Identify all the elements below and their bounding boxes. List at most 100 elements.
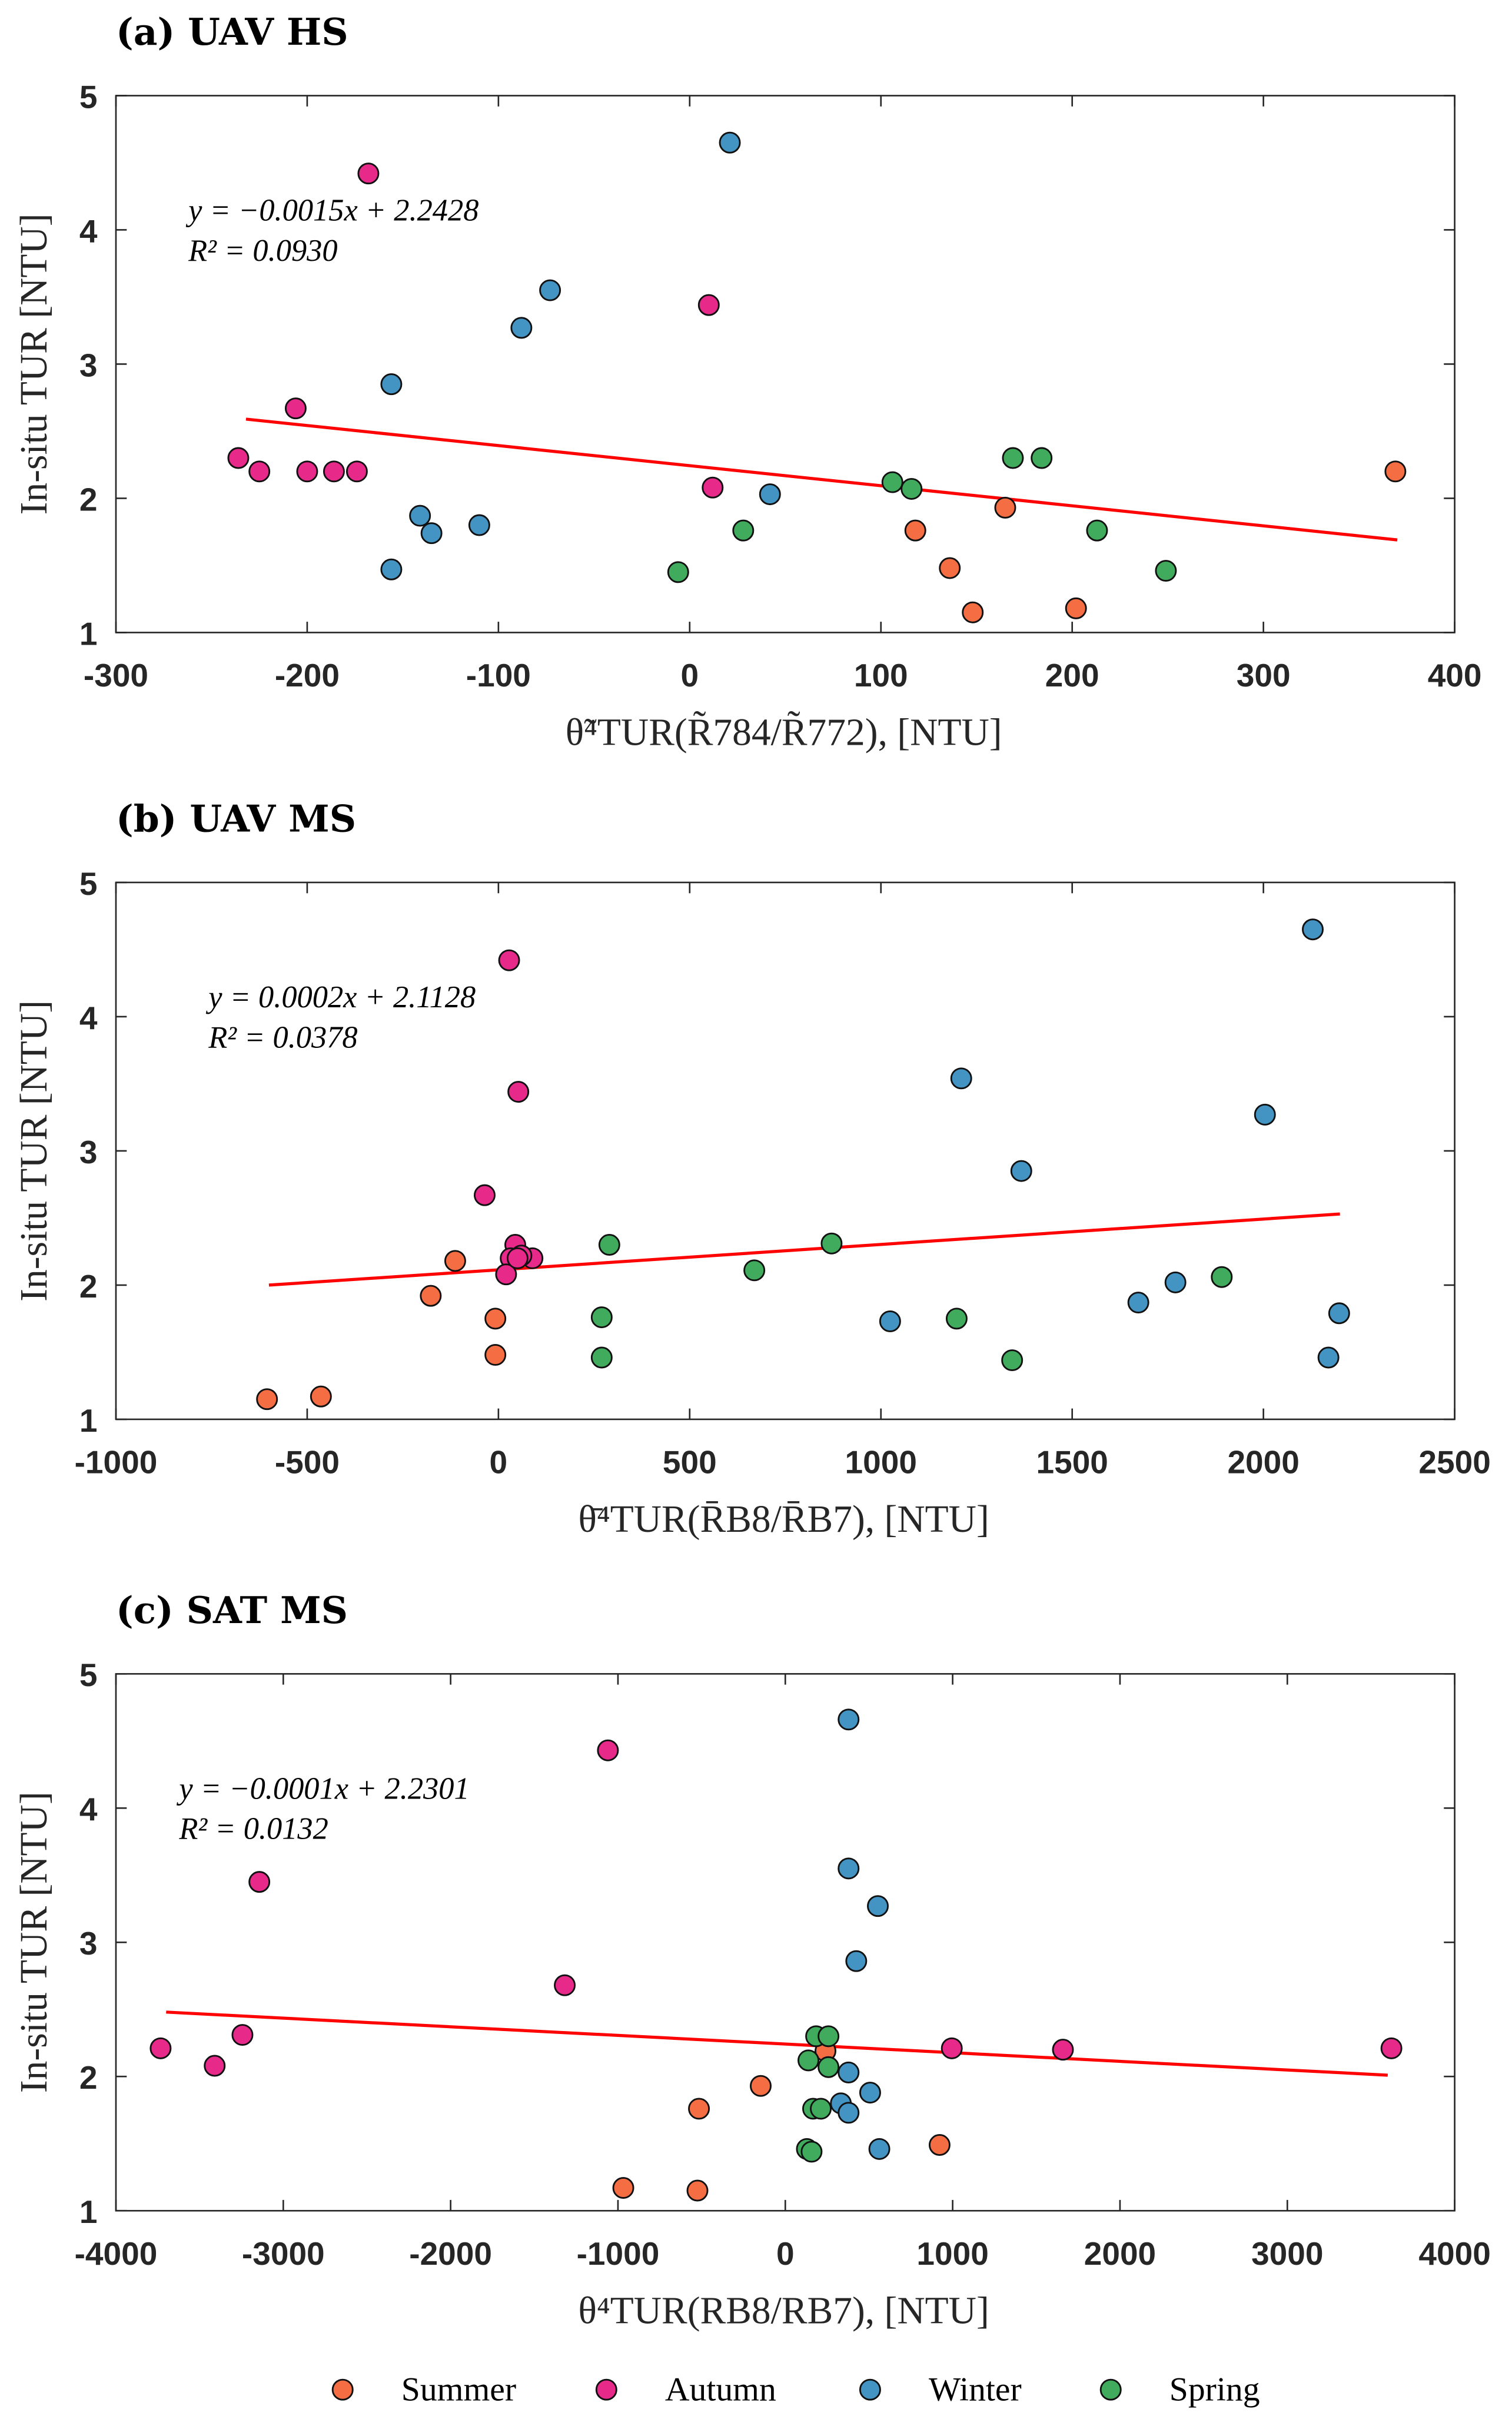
point-winter <box>468 514 490 536</box>
legend-marker-summer <box>331 2378 354 2401</box>
point-summer <box>962 601 984 623</box>
point-autumn <box>597 1739 619 1761</box>
y-tick-label: 1 <box>79 1402 98 1439</box>
point-autumn <box>231 2024 254 2046</box>
point-winter <box>1164 1271 1187 1293</box>
point-autumn <box>204 2055 226 2077</box>
point-summer <box>939 557 961 579</box>
point-autumn <box>1380 2037 1403 2059</box>
x-axis-label: θ̄⁴TUR(R̄B8/R̄B7), [NTU] <box>579 1498 989 1541</box>
point-spring <box>800 2141 823 2163</box>
point-autumn <box>941 2037 963 2059</box>
point-spring <box>881 471 903 493</box>
point-winter <box>838 1857 860 1880</box>
point-winter <box>859 2082 881 2104</box>
x-tick-label: -4000 <box>75 2235 158 2272</box>
y-tick-label: 2 <box>79 481 98 517</box>
plot-area <box>115 1673 1455 2212</box>
x-tick-label: -500 <box>275 1444 340 1481</box>
legend-marker-winter <box>859 2378 881 2401</box>
x-tick-label: 0 <box>776 2235 795 2272</box>
r-squared: R² = 0.0930 <box>188 234 337 268</box>
panel-0: (a) UAV HS -300 -200 -100 0 100 200 300 400 1 2 3 4 5… <box>13 10 1481 754</box>
point-winter <box>879 1310 901 1332</box>
x-tick-label: -3000 <box>242 2235 325 2272</box>
point-winter <box>1302 918 1324 941</box>
x-tick-label: 2000 <box>1084 2235 1156 2272</box>
point-autumn <box>296 460 318 483</box>
point-summer <box>750 2075 772 2097</box>
panel-title: (a) UAV HS <box>116 10 348 54</box>
plot-area <box>115 881 1455 1421</box>
y-tick-label: 4 <box>79 213 98 249</box>
y-tick-label: 1 <box>79 615 98 652</box>
point-winter <box>380 373 403 396</box>
y-tick-label: 5 <box>79 865 98 902</box>
point-winter <box>838 2061 860 2083</box>
point-winter <box>1127 1292 1149 1314</box>
fit-line <box>268 1212 1340 1287</box>
x-tick-label: 300 <box>1237 657 1291 693</box>
regression-equation: y = 0.0002x + 2.1128 <box>205 980 476 1014</box>
point-autumn <box>357 162 380 185</box>
x-tick-label: 1500 <box>1036 1444 1108 1481</box>
point-autumn <box>248 460 271 483</box>
point-autumn <box>473 1184 496 1206</box>
legend-label-spring: Spring <box>1169 2371 1260 2408</box>
panel-2: (c) SAT MS -4000 -3000 -2000 -1000 0 1000 2000 3… <box>13 1588 1491 2332</box>
point-winter <box>420 522 443 545</box>
point-spring <box>732 519 755 542</box>
point-spring <box>1031 447 1053 469</box>
point-summer <box>484 1308 507 1330</box>
legend-marker-autumn <box>595 2378 617 2401</box>
point-autumn <box>506 1247 529 1269</box>
x-tick-label: 2000 <box>1227 1444 1299 1481</box>
r-squared: R² = 0.0378 <box>208 1020 357 1054</box>
x-tick-label: 4000 <box>1418 2235 1490 2272</box>
x-tick-label: 500 <box>663 1444 717 1481</box>
regression-equation: y = −0.0001x + 2.2301 <box>176 1772 469 1806</box>
point-spring <box>667 561 689 583</box>
point-spring <box>598 1234 620 1256</box>
point-winter <box>719 131 741 154</box>
panel-1: (b) UAV MS -1000 -500 0 500 1000 1500 2000 2500 1… <box>13 797 1491 1541</box>
point-spring <box>1001 1349 1023 1372</box>
y-tick-label: 1 <box>79 2194 98 2230</box>
point-winter <box>868 2138 890 2160</box>
point-autumn <box>284 397 307 420</box>
point-autumn <box>507 1081 530 1103</box>
y-tick-label: 4 <box>79 1000 98 1036</box>
point-summer <box>420 1285 442 1307</box>
point-summer <box>612 2176 634 2199</box>
point-summer <box>444 1250 466 1272</box>
point-summer <box>688 2098 710 2120</box>
point-spring <box>818 2056 840 2078</box>
y-tick-label: 2 <box>79 1268 98 1305</box>
point-winter <box>1254 1103 1276 1126</box>
legend: Summer Autumn Winter Spring <box>331 2371 1260 2408</box>
x-tick-label: 0 <box>490 1444 508 1481</box>
x-tick-label: -300 <box>84 657 148 693</box>
x-tick-label: 2500 <box>1418 1444 1490 1481</box>
point-spring <box>590 1306 613 1329</box>
point-autumn <box>554 1974 576 1996</box>
point-spring <box>900 477 923 500</box>
point-spring <box>810 2098 832 2120</box>
point-spring <box>820 1232 843 1255</box>
point-spring <box>1211 1266 1233 1288</box>
point-autumn <box>495 1263 517 1286</box>
point-winter <box>950 1067 972 1090</box>
point-spring <box>945 1308 968 1330</box>
y-tick-label: 5 <box>79 78 98 115</box>
point-winter <box>380 558 403 580</box>
legend-label-autumn: Autumn <box>665 2371 776 2408</box>
x-axis-label: θ̃⁴TUR(R̃784/R̃772), [NTU] <box>566 712 1002 754</box>
point-winter <box>510 317 533 339</box>
point-summer <box>904 519 926 542</box>
x-tick-label: -1000 <box>577 2235 660 2272</box>
y-tick-label: 4 <box>79 1791 98 1827</box>
fit-line <box>245 417 1398 542</box>
point-winter <box>867 1895 889 1917</box>
y-axis-label: In-situ TUR [NTU] <box>13 1791 55 2093</box>
